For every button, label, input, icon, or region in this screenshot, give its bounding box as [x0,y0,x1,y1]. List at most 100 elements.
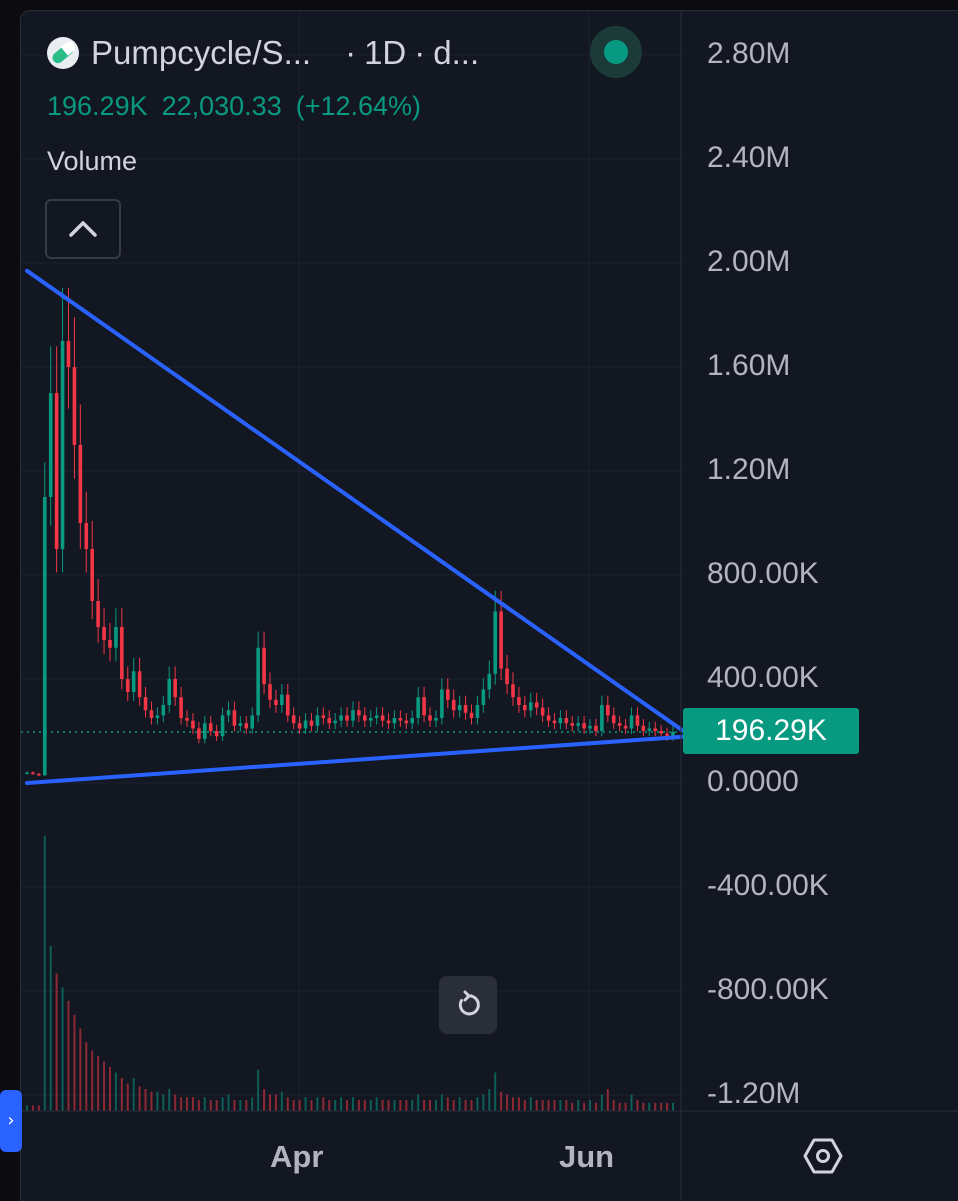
reset-chart-button[interactable] [439,976,497,1034]
y-tick-label: 1.20M [707,453,791,486]
candle-body [386,720,391,724]
volume-bar [375,1097,378,1111]
candle-body [493,611,498,674]
volume-bar [393,1100,396,1111]
volume-bar [292,1100,295,1111]
volume-bar [630,1094,633,1111]
volume-bar [239,1100,242,1111]
candle-body [540,707,545,716]
candle-body [90,549,94,601]
side-panel-toggle[interactable]: › [0,1090,22,1152]
candle-body [582,723,586,729]
reset-icon [458,990,480,1016]
candle-body [131,671,136,692]
volume-bar [215,1100,218,1111]
volume-bar [245,1100,248,1111]
volume-bar [186,1097,189,1111]
volume-bar [666,1102,669,1111]
candle-body [232,710,237,726]
volume-bar [268,1094,271,1111]
candle-body [445,689,450,700]
candle-body [333,720,337,724]
collapse-button[interactable] [45,199,121,259]
volume-bar [67,1001,70,1111]
volume-bar [636,1100,639,1111]
volume-bar [322,1097,325,1111]
volume-bar [511,1097,514,1111]
candle-body [428,715,432,721]
volume-bar [191,1097,194,1111]
settings-icon[interactable] [803,1136,843,1176]
volume-bar [138,1086,141,1111]
candle-body [665,733,669,737]
candle-body [291,715,296,724]
candle-body [422,697,426,716]
candle-body [173,679,177,698]
volume-bar [346,1100,349,1111]
volume-bar [120,1078,123,1111]
volume-bar [97,1056,100,1111]
candle-body [611,715,616,724]
candle-body [37,773,41,776]
volume-bar [257,1069,260,1111]
volume-bar [26,1105,28,1111]
volume-bar [387,1100,390,1111]
y-tick-label: 2.40M [707,141,791,174]
candle-body [321,715,326,718]
candle-body [534,702,539,708]
candle-body [167,679,172,705]
candle-body [244,723,249,729]
candle-body [457,705,462,711]
candle-body [576,723,580,726]
candle-body [653,728,658,731]
volume-bar [541,1100,544,1111]
volume-bar [417,1094,420,1111]
candle-body [48,393,53,497]
volume-bar [600,1094,603,1111]
candle-body [280,694,284,705]
chevron-right-icon: › [7,1110,15,1131]
volume-bar [672,1102,674,1111]
symbol-title[interactable]: Pumpcycle/S... · 1D · d... [47,33,479,73]
volume-bar [263,1089,266,1111]
indicator-label[interactable]: Volume [47,146,138,176]
candle-body [345,715,349,721]
candle-body [214,731,219,737]
candle-body [143,697,148,711]
y-tick-label: 1.60M [707,349,791,382]
volume-bar [440,1094,443,1111]
candle-body [161,705,166,716]
volume-bar [316,1097,319,1111]
interval: 1D [364,34,407,71]
volume-bar [156,1091,159,1111]
volume-bar [79,1028,82,1111]
volume-bar [482,1094,485,1111]
candle-body [315,715,320,726]
candle-body [102,627,106,640]
trendline-upper [25,268,693,739]
candle-body [84,523,89,549]
candle-body [268,684,272,700]
candle-body [641,725,646,731]
candle-body [404,720,409,724]
candle-body [363,715,367,721]
candle-body [78,445,83,523]
volume-bar [369,1100,372,1111]
volume-bar [464,1100,467,1111]
candle-body [31,772,35,775]
candle-body [647,728,652,731]
candle-body [108,640,112,648]
candle-body [60,341,65,549]
volume-bar [470,1100,473,1111]
chart-canvas[interactable] [21,11,958,1201]
volume-bar [654,1102,657,1111]
candle-body [309,720,314,726]
volume-bar [405,1100,408,1111]
candle-body [629,715,634,729]
candle-body [398,718,403,721]
candle-body [297,723,302,729]
candle-body [357,710,361,716]
close-value: 22,030.33 [161,91,282,121]
volume-bar [280,1091,283,1111]
volume-bar [351,1097,354,1111]
